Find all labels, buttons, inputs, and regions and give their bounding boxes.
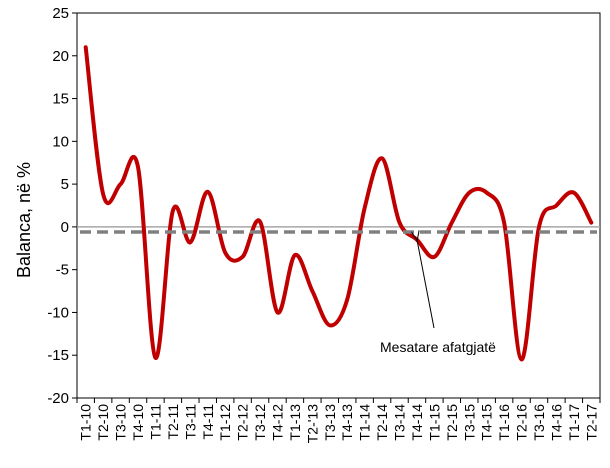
x-tick-label: T3-15 <box>461 404 477 441</box>
y-tick-label: -5 <box>56 262 69 279</box>
axes <box>72 12 601 403</box>
x-tick-label: T3-14 <box>392 404 408 441</box>
x-tick-labels: T1-10 T2-10 T3-10 T4-10 T1-11 T2-11 T3-11 T4-11… <box>78 404 600 443</box>
x-tick-label: T1-15 <box>426 404 442 441</box>
x-tick-label: T4-16 <box>548 404 564 441</box>
x-tick-label: T4-12 <box>269 404 285 441</box>
y-tick-labels: 25 20 15 10 5 0 -5 -10 -15 -20 <box>47 5 69 407</box>
x-tick-label: T4-15 <box>479 404 495 441</box>
y-tick-label: 10 <box>52 133 69 150</box>
y-tick-label: -15 <box>47 347 69 364</box>
x-tick-label: T2-17 <box>583 404 599 441</box>
series-layer <box>80 45 597 362</box>
x-tick-label: T3-13 <box>322 404 338 441</box>
x-tick-label: T3-11 <box>182 404 198 440</box>
annotation-arrow <box>417 240 435 329</box>
x-tick-label: T4-11 <box>200 404 216 440</box>
y-tick-label: 0 <box>61 219 69 236</box>
balance-series-line <box>83 45 594 362</box>
x-tick-label: T4-14 <box>409 404 425 441</box>
x-tick-label: T4-13 <box>339 404 355 441</box>
x-tick-label: T2-16 <box>514 404 530 441</box>
x-tick-label: T4-10 <box>130 404 146 441</box>
x-tick-label: T3-16 <box>531 404 547 441</box>
x-tick-label: T1-16 <box>496 404 512 441</box>
x-tick-label: T3-12 <box>252 404 268 441</box>
x-tick-label: T2-10 <box>95 404 111 441</box>
x-tick-label: T1-10 <box>78 404 94 441</box>
y-tick-label: 5 <box>61 176 69 193</box>
y-tick-label: -20 <box>47 390 69 407</box>
x-tick-label: T1-11 <box>147 404 163 440</box>
x-tick-label: T2-11 <box>165 404 181 440</box>
x-tick-label: T1-13 <box>287 404 303 441</box>
y-axis-label: Balanca, në % <box>14 162 34 278</box>
x-tick-label: T2-'13 <box>304 404 320 443</box>
y-tick-label: 25 <box>52 5 69 22</box>
x-tick-label: T2-14 <box>374 404 390 441</box>
annotation-text: Mesatare afatgjatë <box>380 339 496 355</box>
x-tick-label: T3-10 <box>113 404 129 441</box>
y-tick-label: 15 <box>52 91 69 108</box>
x-tick-label: T1-14 <box>357 404 373 441</box>
x-tick-label: T2-15 <box>444 404 460 441</box>
y-tick-label: 20 <box>52 48 69 65</box>
plot-frame <box>76 12 601 399</box>
x-tick-label: T1-17 <box>566 404 582 441</box>
annotation: Mesatare afatgjatë <box>380 240 496 355</box>
x-tick-label: T1-12 <box>217 404 233 441</box>
y-tick-label: -10 <box>47 304 69 321</box>
x-tick-label: T2-12 <box>235 404 251 441</box>
